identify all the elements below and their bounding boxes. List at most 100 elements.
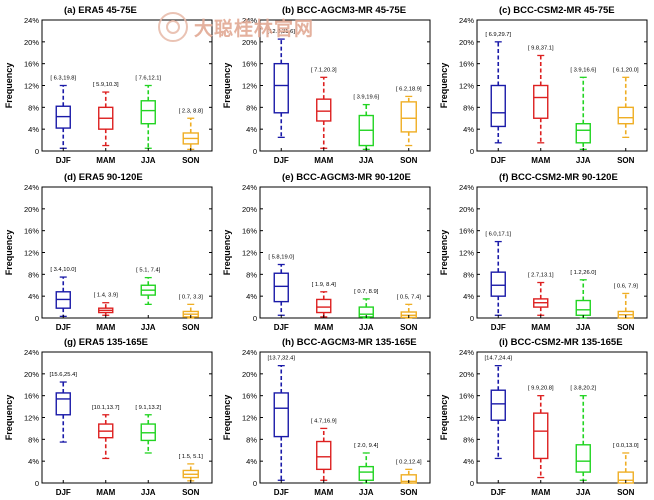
range-label: [ 0.0,13.0]	[613, 443, 639, 449]
x-tick-label: MAM	[96, 156, 115, 165]
iqr-box	[273, 62, 289, 114]
y-tick-label: 16%	[459, 227, 474, 236]
y-tick-label: 20%	[24, 205, 39, 214]
range-label: [10.1,13.7]	[92, 405, 120, 411]
iqr-box	[490, 389, 506, 421]
iqr-box	[533, 412, 549, 460]
x-tick-label: MAM	[531, 488, 550, 497]
range-label: [ 3.9,16.6]	[570, 67, 596, 73]
box-JJA: [ 1.2,26.0]	[570, 270, 597, 319]
panel-d: (d) ERA5 90-120E 0 4% 8% 12% 16% 20% 24% Frequen…	[4, 172, 213, 332]
y-tick-label: 24%	[242, 348, 257, 357]
range-label: [ 1.9, 8.4]	[312, 282, 337, 288]
range-label: [ 5.1, 7.4]	[136, 268, 161, 274]
panel-label: (g)	[64, 337, 79, 348]
range-label: [ 5.9,10.3]	[93, 82, 119, 88]
box-MAM: [ 4.7,16.9]	[311, 418, 337, 481]
box-JJA: [ 7.6,12.1]	[135, 76, 162, 149]
y-tick-label: 24%	[24, 348, 39, 357]
y-tick-label: 20%	[459, 370, 474, 379]
x-tick-label: SON	[617, 156, 635, 165]
panel-region: 45-75E	[584, 5, 615, 16]
box-MAM: [ 9.9,20.8]	[528, 386, 554, 479]
y-axis-label: Frequency	[4, 395, 14, 441]
y-tick-label: 16%	[242, 227, 257, 236]
x-tick-label: JJA	[359, 488, 374, 497]
box-MAM: [ 1.4, 3.9]	[94, 293, 119, 316]
panel-region: 135-165E	[375, 337, 416, 348]
y-tick-label: 0	[35, 479, 39, 488]
panel-e: (e) BCC-AGCM3-MR 90-120E 0 4% 8% 12% 16% 20% 24…	[222, 172, 431, 332]
panel-model: BCC-CSM2-MR	[511, 172, 582, 183]
iqr-box	[533, 84, 549, 119]
range-label: [ 2.0, 9.4]	[354, 443, 379, 449]
panel-label: (c)	[499, 5, 513, 16]
iqr-box	[358, 465, 374, 481]
y-axis-label: Frequency	[4, 230, 14, 276]
range-label: [ 3.8,20.2]	[570, 386, 596, 392]
y-tick-label: 8%	[246, 435, 257, 444]
box-MAM: [ 9.8,37.1]	[528, 45, 554, 144]
y-tick-label: 8%	[28, 103, 39, 112]
y-tick-label: 16%	[242, 392, 257, 401]
range-label: [ 1.5, 5.1]	[179, 454, 204, 460]
panel-title: (h) BCC-AGCM3-MR 135-165E	[282, 337, 417, 348]
panel-label: (h)	[282, 337, 297, 348]
range-label: [12.0,31.6]	[268, 29, 296, 35]
y-tick-label: 12%	[242, 414, 257, 423]
y-tick-label: 0	[253, 147, 257, 156]
box-JJA: [ 3.9,16.6]	[570, 67, 597, 151]
y-tick-label: 4%	[28, 457, 39, 466]
x-tick-label: MAM	[314, 156, 333, 165]
panel-h: (h) BCC-AGCM3-MR 135-165E 0 4% 8% 12% 16% 20% 2…	[222, 337, 431, 497]
x-tick-label: DJF	[56, 488, 71, 497]
y-axis-label: Frequency	[439, 230, 449, 276]
y-tick-label: 12%	[24, 82, 39, 91]
y-tick-label: 20%	[24, 38, 39, 47]
x-tick-label: SON	[182, 488, 200, 497]
box-DJF: [ 6.9,29.7]	[485, 32, 512, 144]
iqr-box	[273, 392, 289, 438]
y-tick-label: 16%	[459, 392, 474, 401]
panel-label: (e)	[282, 172, 296, 183]
range-label: [ 4.7,16.9]	[311, 418, 337, 424]
x-tick-label: JJA	[359, 156, 374, 165]
y-tick-label: 12%	[24, 414, 39, 423]
x-tick-label: MAM	[314, 488, 333, 497]
y-tick-label: 16%	[242, 60, 257, 69]
range-label: [ 2.7,13.1]	[528, 273, 554, 279]
panel-model: BCC-AGCM3-MR	[296, 172, 375, 183]
panel-model: ERA5	[78, 5, 106, 16]
x-tick-label: DJF	[274, 156, 289, 165]
iqr-box	[55, 392, 71, 416]
y-tick-label: 8%	[246, 270, 257, 279]
panel-model: ERA5	[79, 172, 107, 183]
box-JJA: [ 0.7, 8.9]	[354, 289, 379, 319]
y-tick-label: 0	[253, 314, 257, 323]
x-tick-label: SON	[617, 323, 635, 332]
iqr-box	[490, 271, 506, 297]
y-tick-label: 8%	[463, 435, 474, 444]
panel-model: BCC-AGCM3-MR	[297, 5, 376, 16]
panel-title: (e) BCC-AGCM3-MR 90-120E	[282, 172, 411, 183]
y-tick-label: 4%	[463, 292, 474, 301]
x-tick-label: DJF	[274, 323, 289, 332]
range-label: [ 1.4, 3.9]	[94, 293, 119, 299]
y-tick-label: 4%	[246, 292, 257, 301]
box-JJA: [ 3.8,20.2]	[570, 386, 597, 481]
y-tick-label: 0	[470, 314, 474, 323]
y-tick-label: 12%	[459, 249, 474, 258]
panel-title: (i) BCC-CSM2-MR 135-165E	[499, 337, 623, 348]
x-tick-label: SON	[400, 488, 418, 497]
x-tick-label: MAM	[531, 156, 550, 165]
y-axis-label: Frequency	[222, 230, 232, 276]
box-MAM: [ 1.9, 8.4]	[312, 282, 337, 318]
iqr-box	[316, 98, 332, 122]
y-tick-label: 12%	[242, 82, 257, 91]
y-axis-label: Frequency	[439, 395, 449, 441]
x-tick-label: DJF	[56, 156, 71, 165]
y-tick-label: 8%	[463, 103, 474, 112]
x-tick-label: MAM	[96, 488, 115, 497]
panel-label: (d)	[64, 172, 79, 183]
x-tick-label: DJF	[274, 488, 289, 497]
